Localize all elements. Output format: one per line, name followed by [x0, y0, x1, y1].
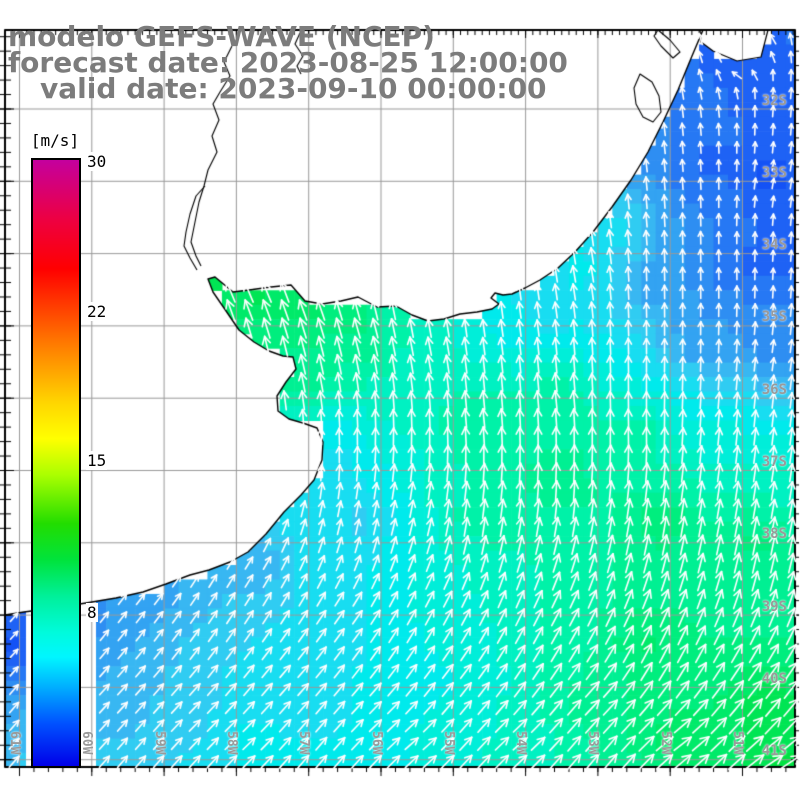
latitude-label: 41S	[761, 743, 787, 760]
longitude-label: 53W	[585, 731, 601, 755]
colorbar-tick-label: 8	[86, 602, 98, 622]
longitude-label: 58W	[223, 731, 239, 755]
latitude-label: 38S	[761, 526, 787, 543]
longitude-label: 54W	[513, 731, 529, 755]
longitude-label: 59W	[151, 731, 167, 755]
colorbar-unit-label: [m/s]	[30, 131, 80, 150]
colorbar-tick-label: 22	[86, 301, 108, 321]
latitude-label: 36S	[761, 381, 787, 398]
latitude-label: 32S	[761, 92, 787, 109]
model-title: modelo GEFS-WAVE (NCEP)	[8, 20, 435, 53]
colorbar-tick-label: 15	[86, 451, 108, 470]
longitude-label: 56W	[368, 731, 384, 755]
latitude-label: 40S	[761, 670, 787, 687]
valid-date-line: valid date: 2023-09-10 00:00:00	[40, 72, 547, 105]
latitude-label: 33S	[761, 164, 787, 181]
longitude-label: 61W	[7, 731, 22, 755]
colorbar-tick-label: 30	[86, 152, 108, 171]
latitude-label: 39S	[761, 598, 787, 615]
longitude-label: 57W	[296, 731, 312, 755]
longitude-label: 51W	[730, 731, 745, 755]
longitude-label: 55W	[440, 731, 456, 755]
latitude-label: 37S	[761, 454, 787, 470]
colorbar	[31, 158, 81, 768]
forecast-date-line: forecast date: 2023-08-25 12:00:00	[8, 46, 568, 79]
longitude-label: 60W	[79, 731, 95, 755]
latitude-label: 34S	[761, 237, 787, 254]
latitude-label: 35S	[761, 309, 787, 326]
longitude-label: 52W	[657, 731, 673, 755]
